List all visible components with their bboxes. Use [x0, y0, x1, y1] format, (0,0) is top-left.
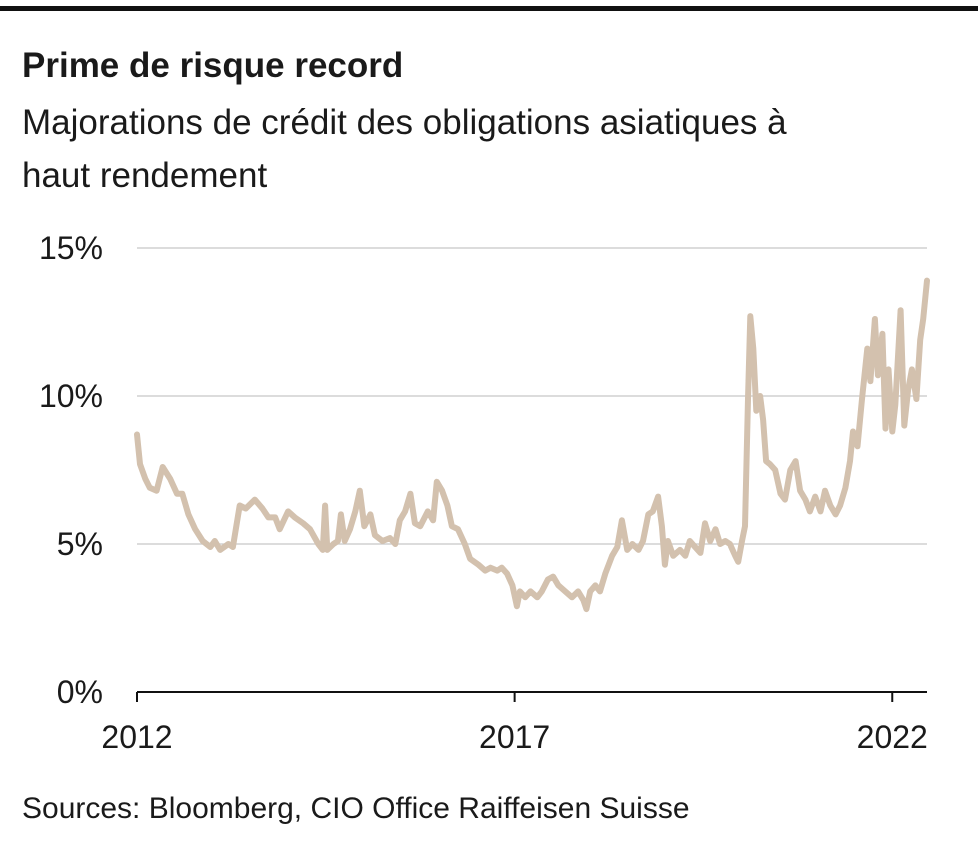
- chart-subtitle: haut rendement: [22, 156, 267, 195]
- x-tick-label: 2022: [857, 719, 928, 755]
- y-tick-label: 0%: [57, 674, 103, 710]
- y-tick-label: 5%: [57, 526, 103, 562]
- x-tick-label: 2017: [479, 719, 550, 755]
- y-tick-label: 15%: [39, 230, 103, 266]
- y-tick-label: 10%: [39, 378, 103, 414]
- chart-title: Prime de risque record: [22, 46, 403, 85]
- chart-subtitle: Majorations de crédit des obligations as…: [22, 103, 787, 142]
- source-note: Sources: Bloomberg, CIO Office Raiffeise…: [22, 792, 690, 825]
- x-tick-label: 2012: [101, 719, 172, 755]
- top-rule: [0, 6, 978, 11]
- data-line: [134, 277, 930, 613]
